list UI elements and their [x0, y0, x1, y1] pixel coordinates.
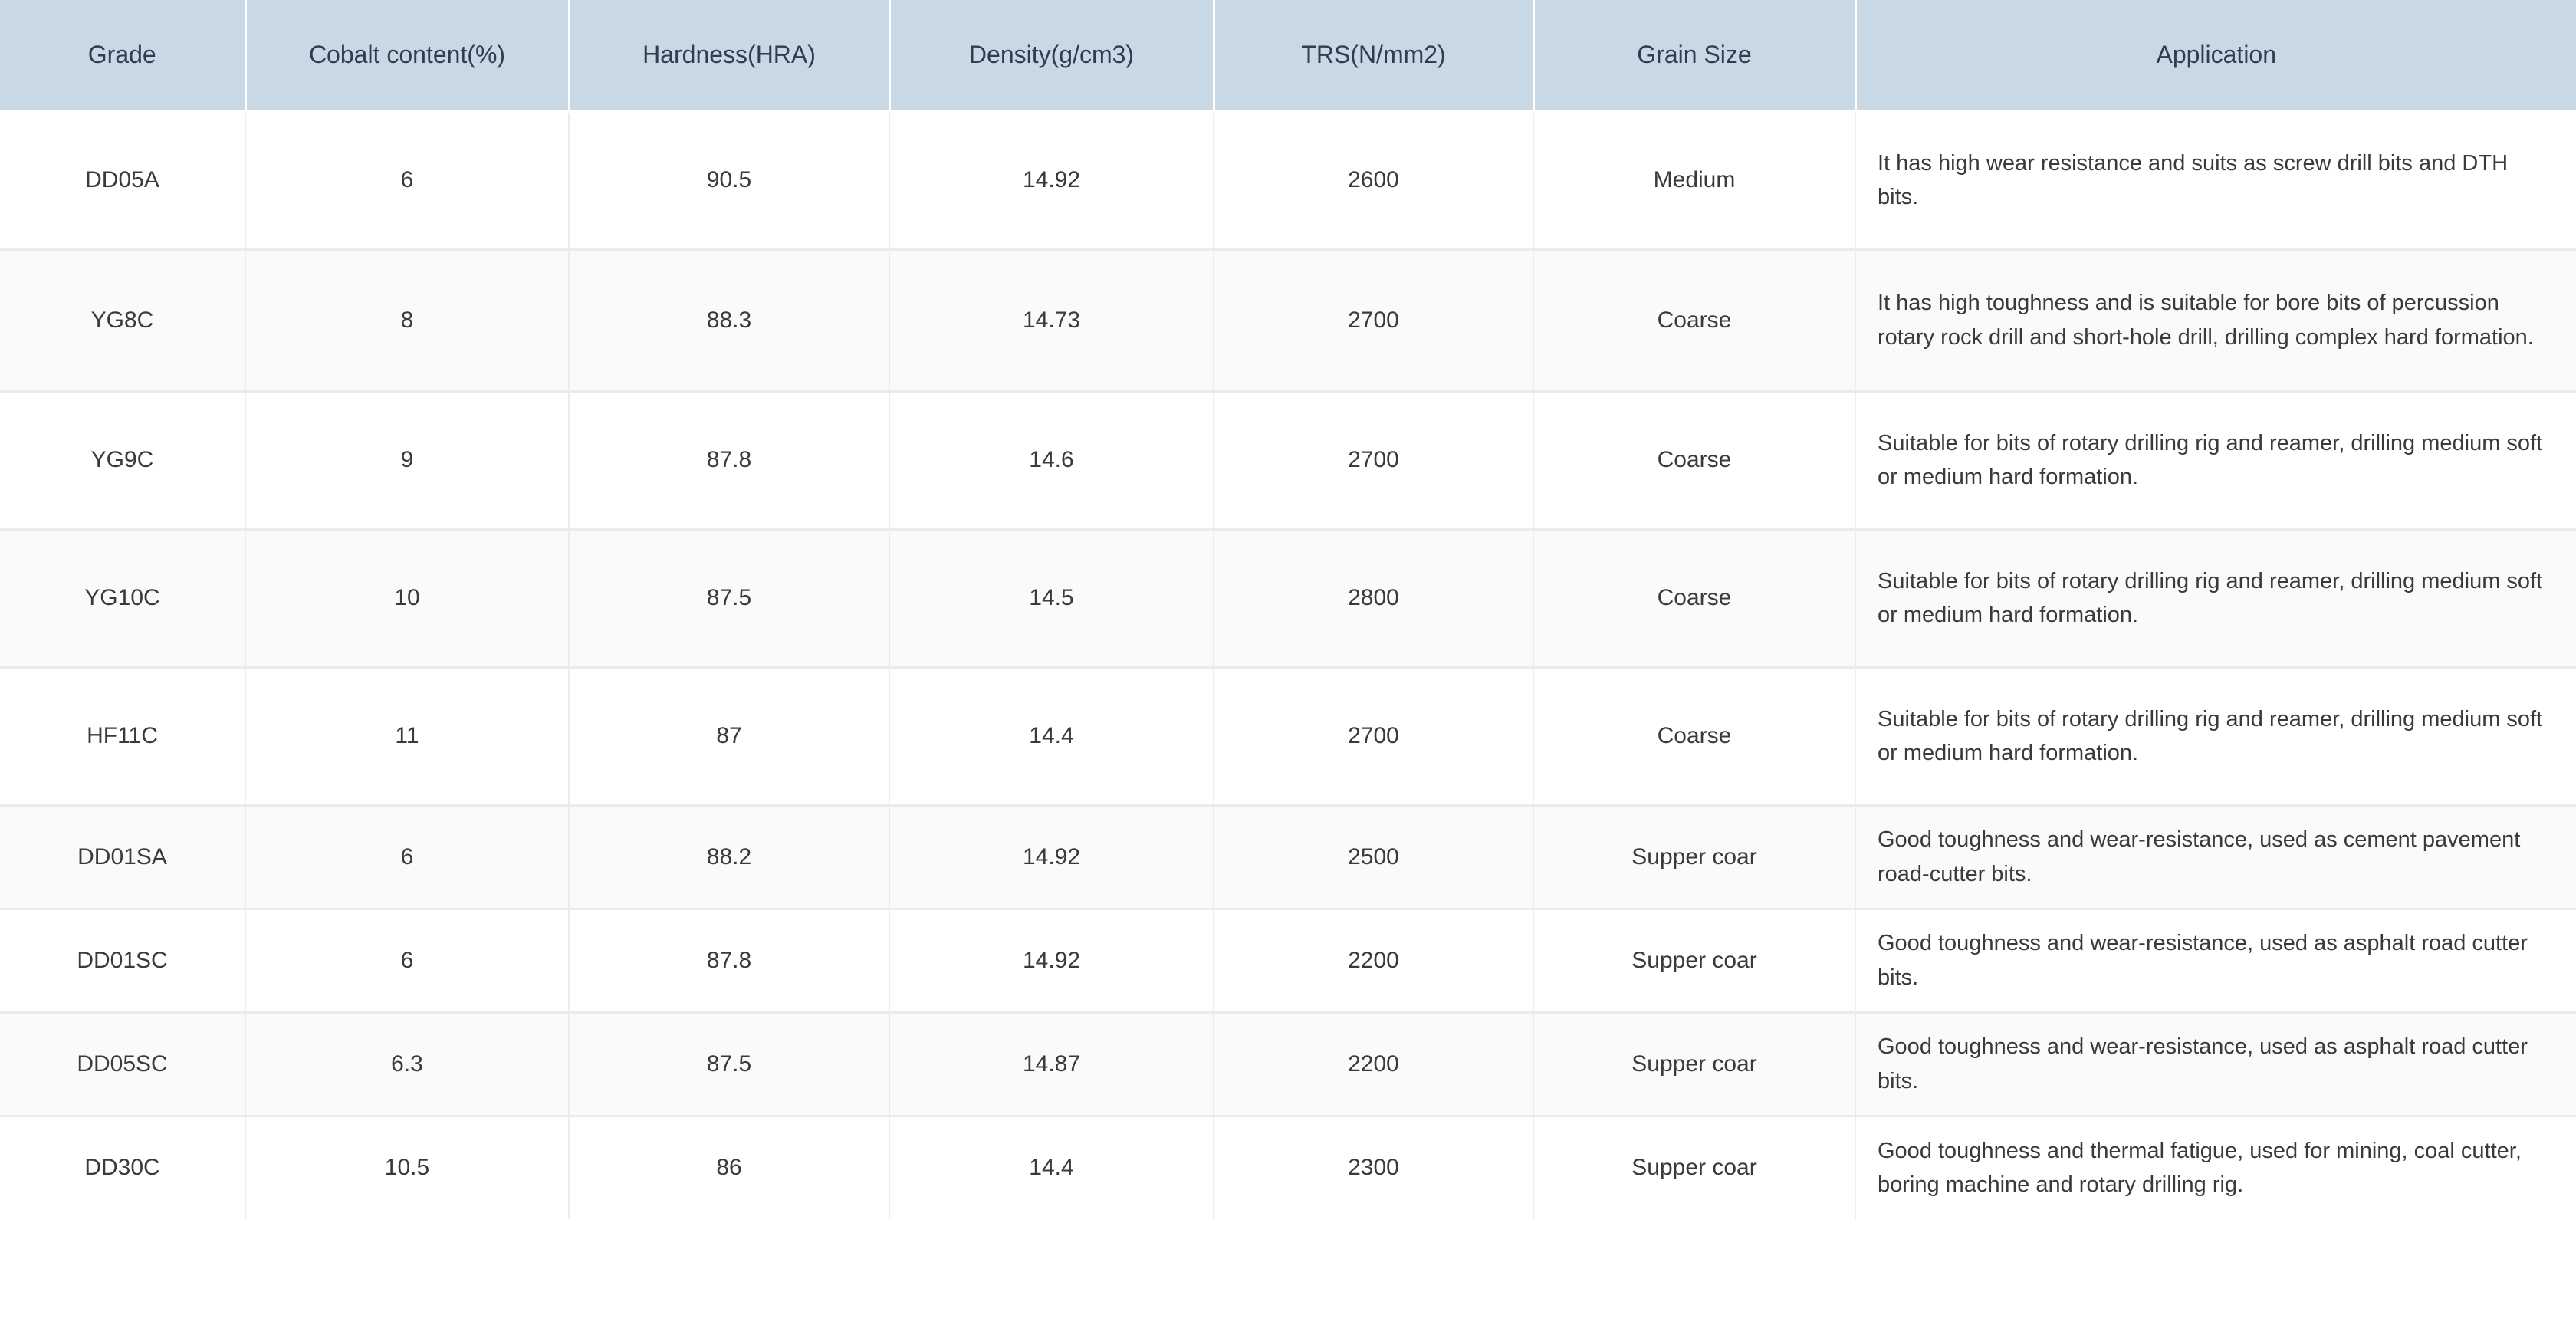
cell-app: Good toughness and wear-resistance, used… — [1855, 909, 2576, 1014]
cell-hardness: 87.8 — [569, 909, 890, 1014]
cell-density: 14.92 — [889, 111, 1214, 251]
cell-grain: Coarse — [1533, 667, 1856, 807]
table-row: DD05A 6 90.5 14.92 2600 Medium It has high wea… — [0, 111, 2576, 251]
cell-app: Suitable for bits of rotary drilling rig… — [1855, 667, 2576, 807]
cell-trs: 2600 — [1214, 111, 1534, 251]
table-row: HF11C 11 87 14.4 2700 Coarse Suitable for bits… — [0, 667, 2576, 807]
cell-app: Suitable for bits of rotary drilling rig… — [1855, 529, 2576, 669]
cell-density: 14.92 — [889, 805, 1214, 910]
cell-trs: 2200 — [1214, 1012, 1534, 1117]
column-header-cobalt: Cobalt content(%) — [245, 0, 570, 113]
cell-grain: Supper coar — [1533, 1012, 1856, 1117]
table-row: YG8C 8 88.3 14.73 2700 Coarse It has high toug… — [0, 249, 2576, 393]
cell-trs: 2700 — [1214, 391, 1534, 531]
column-header-hardness: Hardness(HRA) — [569, 0, 891, 113]
cell-grade: DD30C — [0, 1116, 246, 1219]
carbide-grades-table: Grade Cobalt content(%) Hardness(HRA) De… — [0, 0, 2576, 1219]
table-row: YG9C 9 87.8 14.6 2700 Coarse Suitable for bits… — [0, 391, 2576, 531]
table-row: YG10C 10 87.5 14.5 2800 Coarse Suitable for bi… — [0, 529, 2576, 669]
cell-grain: Coarse — [1533, 529, 1856, 669]
column-header-trs: TRS(N/mm2) — [1214, 0, 1535, 113]
column-header-density: Density(g/cm3) — [889, 0, 1215, 113]
cell-hardness: 88.2 — [569, 805, 890, 910]
table-body: DD05A 6 90.5 14.92 2600 Medium It has high wea… — [0, 111, 2576, 1219]
cell-app: Good toughness and wear-resistance, used… — [1855, 805, 2576, 910]
table-row: DD30C 10.5 86 14.4 2300 Supper coar Good tough… — [0, 1116, 2576, 1219]
cell-trs: 2300 — [1214, 1116, 1534, 1219]
cell-grain: Medium — [1533, 111, 1856, 251]
cell-hardness: 87 — [569, 667, 890, 807]
cell-cobalt: 6 — [245, 111, 570, 251]
cell-app: It has high toughness and is suitable fo… — [1855, 249, 2576, 393]
cell-grain: Supper coar — [1533, 1116, 1856, 1219]
cell-cobalt: 11 — [245, 667, 570, 807]
cell-grade: DD05A — [0, 111, 246, 251]
cell-trs: 2800 — [1214, 529, 1534, 669]
table-header-row: Grade Cobalt content(%) Hardness(HRA) De… — [0, 0, 2576, 113]
column-header-grain: Grain Size — [1533, 0, 1857, 113]
cell-grain: Supper coar — [1533, 909, 1856, 1014]
cell-hardness: 87.5 — [569, 529, 890, 669]
table-row: DD05SC 6.3 87.5 14.87 2200 Supper coar Good to… — [0, 1012, 2576, 1117]
cell-app: Suitable for bits of rotary drilling rig… — [1855, 391, 2576, 531]
cell-hardness: 90.5 — [569, 111, 890, 251]
cell-hardness: 88.3 — [569, 249, 890, 393]
column-header-grade: Grade — [0, 0, 247, 113]
cell-grain: Coarse — [1533, 391, 1856, 531]
cell-grade: DD01SA — [0, 805, 246, 910]
cell-hardness: 86 — [569, 1116, 890, 1219]
column-header-application: Application — [1855, 0, 2576, 113]
cell-density: 14.73 — [889, 249, 1214, 393]
cell-trs: 2700 — [1214, 249, 1534, 393]
cell-grain: Coarse — [1533, 249, 1856, 393]
cell-cobalt: 6 — [245, 909, 570, 1014]
cell-density: 14.4 — [889, 1116, 1214, 1219]
cell-cobalt: 6.3 — [245, 1012, 570, 1117]
cell-hardness: 87.8 — [569, 391, 890, 531]
cell-grade: DD01SC — [0, 909, 246, 1014]
cell-grain: Supper coar — [1533, 805, 1856, 910]
cell-app: It has high wear resistance and suits as… — [1855, 111, 2576, 251]
cell-grade: YG8C — [0, 249, 246, 393]
cell-trs: 2700 — [1214, 667, 1534, 807]
cell-grade: DD05SC — [0, 1012, 246, 1117]
cell-trs: 2200 — [1214, 909, 1534, 1014]
cell-cobalt: 8 — [245, 249, 570, 393]
table-row: DD01SA 6 88.2 14.92 2500 Supper coar Good toug… — [0, 805, 2576, 910]
cell-density: 14.5 — [889, 529, 1214, 669]
cell-cobalt: 10 — [245, 529, 570, 669]
table-header: Grade Cobalt content(%) Hardness(HRA) De… — [0, 0, 2576, 113]
cell-hardness: 87.5 — [569, 1012, 890, 1117]
cell-density: 14.92 — [889, 909, 1214, 1014]
cell-density: 14.87 — [889, 1012, 1214, 1117]
cell-grade: YG10C — [0, 529, 246, 669]
cell-app: Good toughness and wear-resistance, used… — [1855, 1012, 2576, 1117]
cell-grade: YG9C — [0, 391, 246, 531]
cell-cobalt: 10.5 — [245, 1116, 570, 1219]
cell-density: 14.4 — [889, 667, 1214, 807]
cell-cobalt: 9 — [245, 391, 570, 531]
cell-cobalt: 6 — [245, 805, 570, 910]
cell-trs: 2500 — [1214, 805, 1534, 910]
cell-density: 14.6 — [889, 391, 1214, 531]
cell-grade: HF11C — [0, 667, 246, 807]
table-row: DD01SC 6 87.8 14.92 2200 Supper coar Good toug… — [0, 909, 2576, 1014]
cell-app: Good toughness and thermal fatigue, used… — [1855, 1116, 2576, 1219]
